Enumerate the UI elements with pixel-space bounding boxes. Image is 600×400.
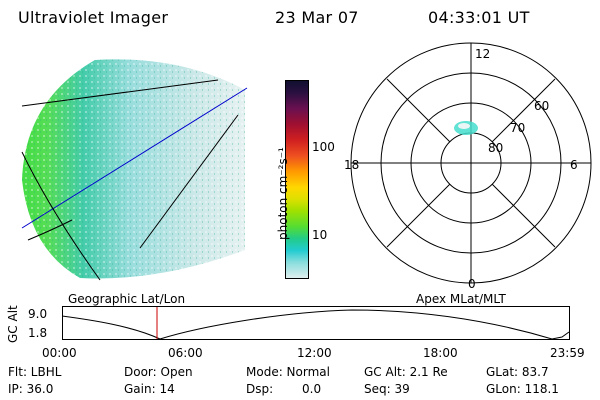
time-tick-0600: 06:00 [168, 346, 203, 360]
instrument-title: Ultraviolet Imager [18, 8, 169, 27]
polar-diagonal-nw [386, 78, 451, 143]
terminator-line [21, 151, 101, 281]
longitude-line [139, 114, 239, 249]
seq-info: Seq: 39 [364, 382, 410, 396]
altitude-plot [62, 306, 570, 340]
gain-info: Gain: 14 [124, 382, 175, 396]
observation-time: 04:33:01 UT [428, 8, 530, 27]
time-tick-2359: 23:59 [550, 346, 585, 360]
polar-diagonal-sw [386, 183, 451, 248]
latitude-line [21, 79, 219, 107]
filter-info: Flt: LBHL [8, 365, 62, 379]
apex-title: Apex MLat/MLT [416, 292, 506, 306]
colorbar [285, 80, 309, 279]
mode-info: Mode: Normal [246, 365, 330, 379]
altitude-tick-high: 9.0 [28, 307, 48, 321]
time-tick-1800: 18:00 [423, 346, 458, 360]
glon-info: GLon: 118.1 [486, 382, 559, 396]
colorbar-tick-10: 10 [312, 228, 328, 242]
geographic-title: Geographic Lat/Lon [68, 292, 186, 306]
auroral-emission [22, 59, 245, 279]
mlt-label-18: 18 [344, 158, 359, 172]
observation-date: 23 Mar 07 [275, 8, 359, 27]
altitude-curve [62, 309, 570, 340]
time-tick-1200: 12:00 [297, 346, 332, 360]
grid-line [27, 219, 73, 241]
earth-image [21, 59, 248, 281]
polar-diagonal-se [491, 183, 556, 248]
altitude-tick-low: 1.8 [28, 326, 48, 340]
colorbar-tick-100: 100 [312, 140, 335, 154]
polar-plot: 12 18 6 0 60 70 80 [344, 42, 592, 291]
gc-alt-info: GC Alt: 2.1 Re [364, 365, 448, 379]
lat-label-70: 70 [510, 121, 525, 135]
lat-label-60: 60 [534, 99, 549, 113]
mlt-label-12: 12 [475, 47, 490, 61]
door-info: Door: Open [124, 365, 193, 379]
dsp-label: Dsp: [246, 382, 274, 396]
altitude-plot-frame [62, 306, 570, 340]
altitude-axis-label: GC Alt [6, 305, 20, 343]
polar-diagonal-ne [491, 78, 556, 143]
mlt-label-0: 0 [468, 277, 476, 291]
dsp-value: 0.0 [302, 382, 322, 396]
meridian-line [21, 87, 248, 229]
time-tick-0000: 00:00 [42, 346, 77, 360]
ip-info: IP: 36.0 [8, 382, 54, 396]
glat-info: GLat: 83.7 [486, 365, 549, 379]
mlt-label-6: 6 [570, 158, 578, 172]
auroral-spot-core [458, 123, 470, 129]
lat-label-80: 80 [488, 141, 503, 155]
colorbar-unit-label: photon cm⁻²s⁻¹ [276, 147, 290, 240]
